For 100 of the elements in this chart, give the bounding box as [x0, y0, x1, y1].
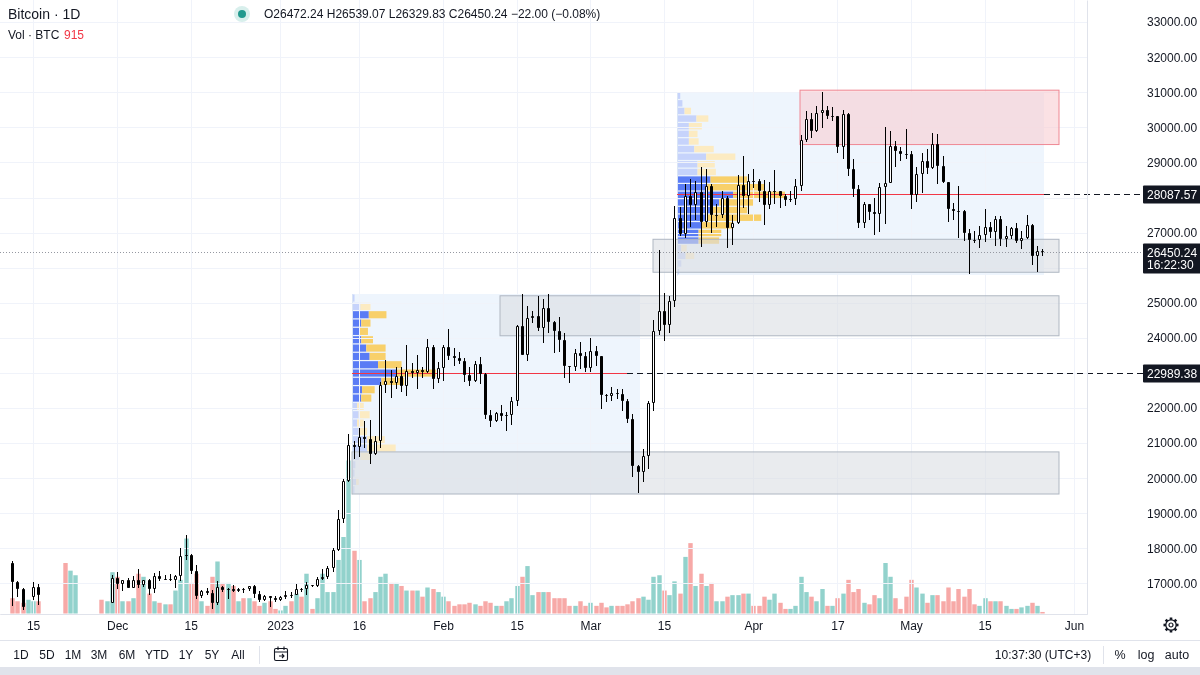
candlestick	[768, 181, 771, 210]
candlestick	[500, 404, 503, 422]
candlestick	[784, 193, 787, 207]
candlestick	[595, 345, 598, 367]
bar	[157, 602, 162, 614]
text: 6M	[118, 648, 136, 662]
candlestick	[821, 91, 824, 129]
bar	[231, 585, 236, 614]
bar	[809, 596, 814, 614]
candlestick	[516, 324, 519, 407]
candlestick	[284, 590, 287, 600]
bar	[226, 582, 231, 614]
candlestick	[926, 148, 929, 175]
candlestick	[584, 351, 587, 373]
candlestick	[337, 509, 340, 552]
candlestick	[689, 178, 692, 228]
candlestick	[994, 215, 997, 247]
candlestick	[437, 361, 440, 384]
bar	[541, 592, 546, 614]
candlestick	[505, 411, 508, 432]
candlestick	[826, 105, 829, 120]
bar	[147, 593, 152, 614]
y-tick-label: 29000.00	[1147, 155, 1198, 170]
candlestick	[347, 433, 350, 483]
bar	[862, 602, 867, 614]
bar	[99, 599, 104, 614]
candlestick	[274, 595, 277, 603]
candlestick	[579, 341, 582, 370]
candlestick	[647, 400, 650, 470]
candlestick	[332, 547, 335, 573]
candlestick	[915, 166, 918, 203]
bar	[362, 386, 375, 394]
x-tick-label: May	[900, 618, 923, 633]
bar	[825, 605, 830, 614]
candlestick	[263, 594, 266, 602]
candlestick	[447, 328, 450, 361]
candlestick	[374, 435, 377, 456]
candlestick	[32, 581, 35, 601]
bar	[141, 576, 146, 614]
candlestick	[721, 190, 724, 219]
text: 1Y	[178, 648, 194, 662]
candlestick	[857, 184, 860, 229]
bar	[310, 608, 315, 614]
candlestick	[742, 155, 745, 209]
y-tick-label: 22000.00	[1147, 401, 1198, 416]
candlestick	[200, 589, 203, 599]
candlestick	[642, 448, 645, 483]
bar	[1035, 605, 1040, 614]
bar	[499, 605, 504, 614]
candlestick	[453, 347, 456, 367]
bar	[289, 601, 294, 614]
x-tick-label: Jun	[1064, 618, 1085, 633]
candlestick	[16, 580, 19, 598]
y-tick-label: 33000.00	[1147, 15, 1198, 30]
candlestick	[542, 298, 545, 344]
candlestick	[968, 228, 971, 275]
candlestick	[479, 356, 482, 385]
bar	[262, 602, 267, 614]
candlestick	[842, 109, 845, 160]
bar	[573, 605, 578, 614]
candlestick	[416, 354, 419, 390]
bar	[693, 585, 698, 614]
bar	[709, 582, 714, 614]
x-tick-label: Mar	[580, 618, 602, 633]
bar	[241, 598, 246, 614]
candlestick	[626, 398, 629, 424]
candlestick	[863, 201, 866, 229]
text: 10:37:30 (UTC+3)	[994, 648, 1092, 662]
candlestick	[369, 419, 372, 465]
candlestick	[248, 585, 251, 592]
y-tick-label: 18000.00	[1147, 541, 1198, 556]
bar	[678, 593, 683, 614]
candlestick	[963, 209, 966, 242]
y-tick-label: 20000.00	[1147, 471, 1198, 486]
bar	[841, 593, 846, 614]
candlestick	[316, 576, 319, 588]
ref-line-label: 26450.24	[1147, 245, 1198, 260]
candlestick	[794, 178, 797, 206]
candlestick	[489, 409, 492, 428]
candlestick	[531, 310, 534, 324]
candlestick	[805, 110, 808, 143]
candlestick	[326, 565, 329, 580]
candlestick	[537, 295, 540, 332]
x-tick-label: Dec	[107, 618, 129, 633]
candlestick	[600, 355, 603, 410]
candlestick	[474, 360, 477, 383]
candlestick	[873, 197, 876, 236]
bar	[746, 593, 751, 614]
text: log	[1137, 648, 1155, 662]
bar	[425, 587, 430, 614]
candlestick	[836, 115, 839, 154]
candlestick	[258, 590, 261, 603]
x-tick-label: 15	[26, 618, 41, 633]
candlestick	[947, 181, 950, 223]
candlestick	[747, 173, 750, 215]
bar	[1014, 608, 1019, 614]
candlestick	[773, 169, 776, 205]
y-tick-label: 25000.00	[1147, 296, 1198, 311]
bar	[389, 582, 394, 614]
candlestick	[684, 183, 687, 239]
